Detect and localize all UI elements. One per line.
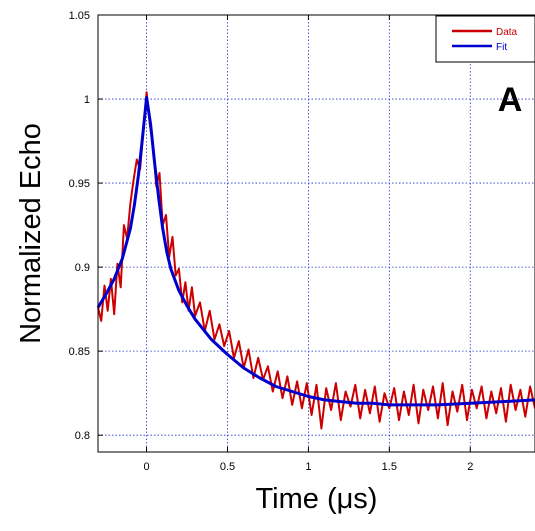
- panel-label: A: [498, 81, 523, 119]
- y-axis-title: Normalized Echo: [15, 123, 47, 344]
- x-tick-label: 1.5: [382, 461, 397, 473]
- legend-label-data: Data: [496, 27, 518, 38]
- y-tick-label: 0.85: [69, 346, 90, 358]
- series-line-fit: [96, 95, 535, 407]
- legend: Data Fit: [435, 15, 535, 63]
- series-lines: [96, 91, 535, 430]
- x-tick-label: 2: [467, 461, 473, 473]
- legend-label-fit: Fit: [496, 42, 507, 53]
- x-tick-label: 1: [305, 461, 311, 473]
- legend-box: [435, 15, 535, 63]
- y-tick-label: 1: [84, 94, 90, 106]
- x-tick-label: 0.5: [220, 461, 235, 473]
- y-tick-label: 0.9: [75, 262, 90, 274]
- y-tick-label: 0.95: [69, 178, 90, 190]
- x-axis-title: Time (μs): [256, 483, 378, 515]
- y-tick-label: 1.05: [69, 10, 90, 22]
- axis-ticks: [98, 14, 471, 452]
- y-tick-label: 0.8: [75, 430, 90, 442]
- axis-tick-labels: 0 0.5 1 1.5 2 0.8 0.85 0.9 0.95 1 1.05: [69, 10, 474, 473]
- plot-frame: [97, 14, 535, 453]
- series-line-data: [97, 91, 535, 430]
- x-tick-label: 0: [143, 461, 149, 473]
